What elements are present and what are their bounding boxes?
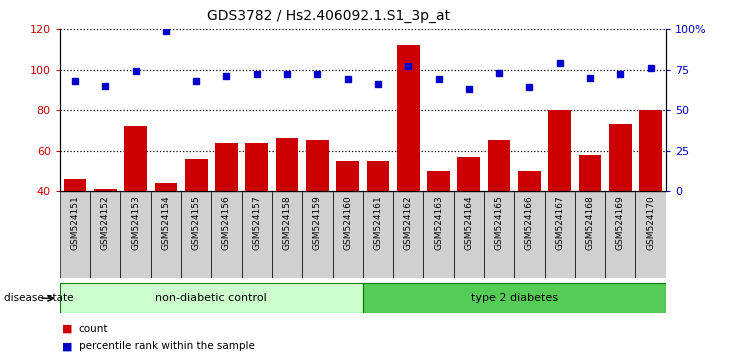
Text: GSM524169: GSM524169 xyxy=(616,195,625,250)
Bar xyxy=(515,191,545,278)
Text: type 2 diabetes: type 2 diabetes xyxy=(471,293,558,303)
Bar xyxy=(393,191,423,278)
Bar xyxy=(151,191,181,278)
Bar xyxy=(94,189,117,191)
Bar xyxy=(575,191,605,278)
Bar xyxy=(272,191,302,278)
Text: GSM524160: GSM524160 xyxy=(343,195,352,250)
Bar xyxy=(639,110,662,191)
Text: GSM524159: GSM524159 xyxy=(313,195,322,250)
Text: GSM524161: GSM524161 xyxy=(374,195,383,250)
Bar xyxy=(124,126,147,191)
Bar xyxy=(545,191,575,278)
Text: GSM524151: GSM524151 xyxy=(71,195,80,250)
Text: GSM524168: GSM524168 xyxy=(585,195,594,250)
Bar xyxy=(605,191,635,278)
Bar xyxy=(91,191,120,278)
Bar xyxy=(215,143,238,191)
Bar xyxy=(363,283,666,313)
Text: ■: ■ xyxy=(62,341,72,351)
Text: GSM524155: GSM524155 xyxy=(192,195,201,250)
Bar xyxy=(366,161,389,191)
Text: percentile rank within the sample: percentile rank within the sample xyxy=(79,341,255,351)
Bar xyxy=(155,183,177,191)
Text: ■: ■ xyxy=(62,324,72,333)
Bar xyxy=(337,161,359,191)
Text: GSM524163: GSM524163 xyxy=(434,195,443,250)
Bar xyxy=(579,155,602,191)
Bar xyxy=(332,191,363,278)
Text: GDS3782 / Hs2.406092.1.S1_3p_at: GDS3782 / Hs2.406092.1.S1_3p_at xyxy=(207,9,450,23)
Bar xyxy=(185,159,207,191)
Bar xyxy=(427,171,450,191)
Bar xyxy=(212,191,242,278)
Text: GSM524162: GSM524162 xyxy=(404,195,412,250)
Bar xyxy=(242,191,272,278)
Bar xyxy=(276,138,299,191)
Bar xyxy=(120,191,151,278)
Bar xyxy=(302,191,333,278)
Bar xyxy=(64,179,86,191)
Bar xyxy=(423,191,454,278)
Bar xyxy=(488,141,510,191)
Bar xyxy=(181,191,212,278)
Text: non-diabetic control: non-diabetic control xyxy=(155,293,267,303)
Bar xyxy=(609,124,631,191)
Bar xyxy=(453,191,484,278)
Text: GSM524170: GSM524170 xyxy=(646,195,655,250)
Bar xyxy=(518,171,541,191)
Text: GSM524158: GSM524158 xyxy=(283,195,291,250)
Text: GSM524157: GSM524157 xyxy=(253,195,261,250)
Text: count: count xyxy=(79,324,108,333)
Text: GSM524165: GSM524165 xyxy=(495,195,504,250)
Bar xyxy=(484,191,514,278)
Bar xyxy=(245,143,268,191)
Bar xyxy=(363,191,393,278)
Text: GSM524164: GSM524164 xyxy=(464,195,473,250)
Bar xyxy=(548,110,571,191)
Bar xyxy=(60,191,91,278)
Text: disease state: disease state xyxy=(4,293,73,303)
Text: GSM524166: GSM524166 xyxy=(525,195,534,250)
Bar xyxy=(397,45,420,191)
Bar xyxy=(306,141,328,191)
Bar xyxy=(458,157,480,191)
Bar xyxy=(635,191,666,278)
Text: GSM524153: GSM524153 xyxy=(131,195,140,250)
Text: GSM524154: GSM524154 xyxy=(161,195,170,250)
Text: GSM524167: GSM524167 xyxy=(556,195,564,250)
Text: GSM524156: GSM524156 xyxy=(222,195,231,250)
Text: GSM524152: GSM524152 xyxy=(101,195,110,250)
Bar xyxy=(60,283,363,313)
